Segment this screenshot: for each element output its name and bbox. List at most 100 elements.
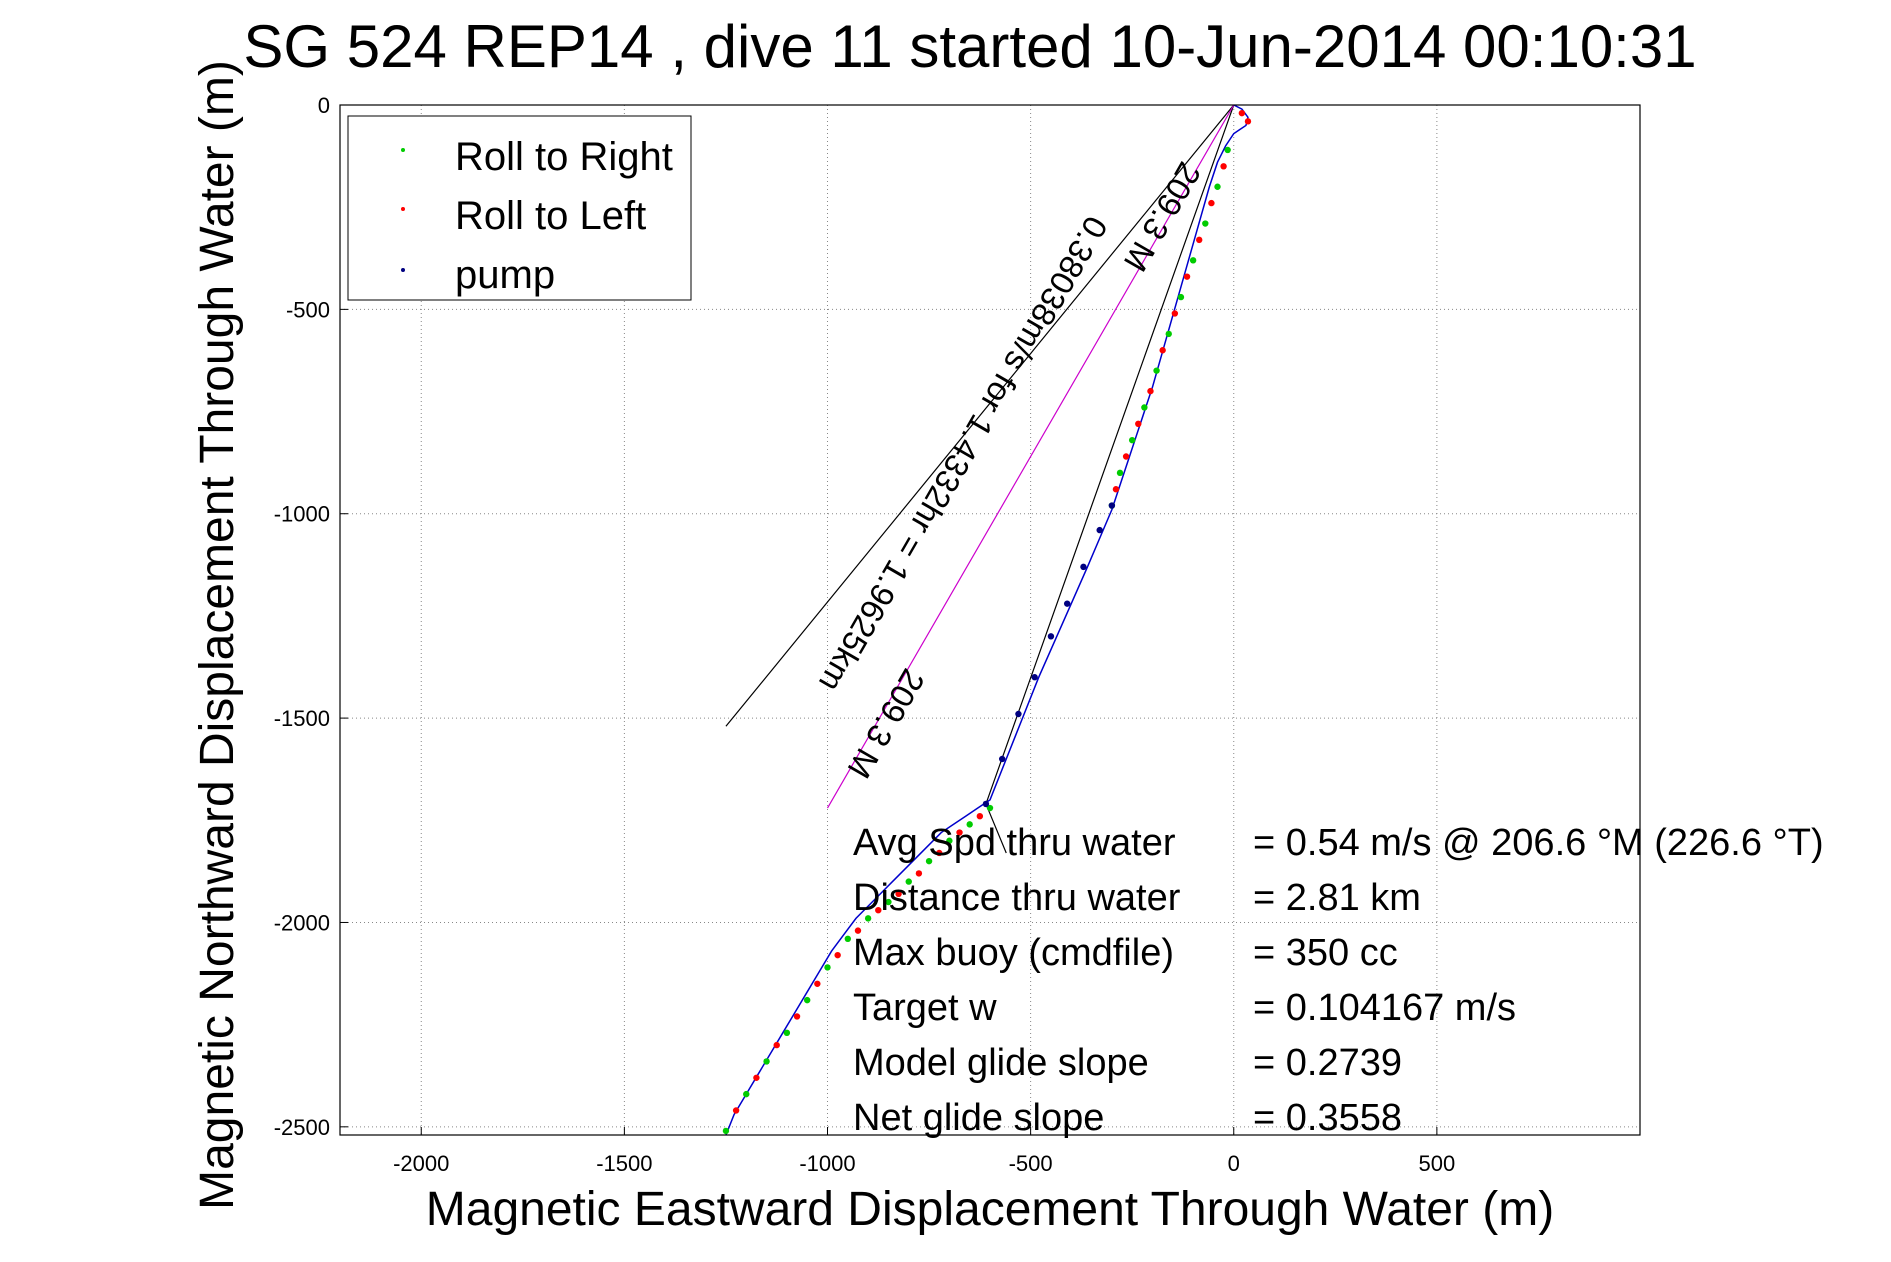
roll-to-left-point [1196,236,1203,244]
roll-to-right-point [844,935,852,943]
stat-value: = 0.54 m/s @ 206.6 °M (226.6 °T) [1253,822,1824,864]
roll-to-right-point [946,837,953,844]
pump-point [1108,502,1116,509]
roll-to-right-point [1214,183,1221,190]
roll-to-left-point [1147,387,1154,395]
roll-to-right-point [1153,367,1160,374]
pump-point [1080,563,1087,571]
dive-stats: Avg Spd thru water = 0.54 m/s @ 206.6 °M… [853,822,1824,1139]
y-tick-label: -1500 [274,706,330,731]
roll-to-left-point [814,980,821,987]
roll-to-left-point [1122,453,1130,460]
glider-track [725,104,1249,1136]
legend-label-roll-right: Roll to Right [455,135,673,179]
x-tick-label: 500 [1419,1151,1456,1176]
legend-marker-roll-left [401,207,405,211]
x-tick-label: -2000 [393,1151,449,1176]
roll-to-right-point [722,1127,730,1135]
roll-to-left-point [834,951,841,959]
roll-to-left-point [895,890,902,898]
x-tick-label: -1500 [596,1151,652,1176]
roll-to-left-point [793,1013,801,1020]
roll-to-right-point [824,964,831,971]
data-points [722,109,1252,1135]
stat-label: Net glide slope [853,1097,1104,1139]
stat-value: = 350 cc [1253,932,1398,974]
reference-line [826,104,1235,809]
reference-line [725,104,1235,727]
x-axis-label: Magnetic Eastward Displacement Through W… [426,1183,1554,1236]
roll-to-right-point [743,1090,750,1098]
stat-value: = 2.81 km [1253,877,1421,919]
y-tick-label: -2500 [274,1115,330,1140]
stat-label: Model glide slope [853,1042,1149,1084]
y-tick-label: -500 [286,297,330,322]
roll-to-left-point [1159,347,1166,354]
roll-to-left-point [1244,118,1252,125]
stat-value: = 0.2739 [1253,1042,1402,1084]
stat-label: Avg Spd thru water [853,822,1176,864]
roll-to-right-point [1202,220,1209,227]
roll-to-left-point [1220,163,1227,170]
roll-to-right-point [1224,146,1231,154]
roll-to-left-point [773,1041,780,1049]
stat-label: Max buoy (cmdfile) [853,932,1174,974]
roll-to-left-point [976,812,984,820]
x-tick-label: -1000 [799,1151,855,1176]
legend-marker-roll-right [401,148,405,152]
track-line [725,104,1249,1136]
roll-to-right-point [1165,330,1172,338]
stat-label: Distance thru water [853,877,1181,919]
legend-label-roll-left: Roll to Left [455,194,646,238]
y-tick-label: -2000 [274,910,330,935]
reference-line [985,803,1007,854]
y-tick-label: -1000 [274,502,330,527]
roll-to-right-point [1141,404,1148,411]
pump-point [1047,633,1055,640]
roll-to-left-point [915,870,923,877]
stat-value: = 0.3558 [1253,1097,1402,1139]
legend: Roll to Right Roll to Left pump [347,115,692,301]
roll-to-right-point [783,1029,791,1037]
pump-point [982,800,990,808]
roll-to-left-point [1135,420,1142,428]
roll-to-left-point [1208,199,1215,207]
y-tick-label: 0 [318,93,330,118]
roll-to-right-point [1177,293,1185,301]
legend-label-pump: pump [455,253,555,297]
stat-label: Target w [853,987,997,1029]
roll-to-left-point [956,829,963,836]
roll-to-left-point [1112,486,1120,493]
roll-to-left-point [1171,310,1179,317]
pump-point [998,755,1006,763]
roll-to-right-point [885,898,892,906]
plot-frame [339,104,1641,1136]
pump-point [1015,710,1022,718]
roll-to-right-point [966,821,973,828]
roll-to-right-point [864,915,872,922]
reference-lines [725,104,1235,854]
x-tick-label: -500 [1009,1151,1053,1176]
pump-point [1096,526,1103,534]
roll-to-left-point [753,1074,760,1081]
roll-to-left-point [1238,109,1246,117]
roll-to-right-point [905,878,912,885]
roll-to-right-point [1189,257,1197,264]
roll-to-right-point [986,804,994,812]
legend-marker-pump [401,268,405,272]
roll-to-left-point [875,906,882,914]
roll-to-left-point [936,849,943,857]
stat-value: = 0.104167 m/s [1253,987,1516,1029]
y-axis-label: Magnetic Northward Displacement Through … [191,60,244,1210]
x-tick-label: 0 [1228,1151,1240,1176]
roll-to-right-point [1116,469,1124,477]
roll-to-right-point [925,857,933,865]
axis-ticks: -2000 -1500 -1000 -500 0 500 0 -500 -1000 -1500 -2… [274,93,1456,1176]
roll-to-left-point [732,1107,740,1114]
roll-to-right-point [763,1058,770,1065]
pump-point [1031,674,1038,681]
pump-point [1063,600,1071,607]
roll-to-right-point [803,996,811,1004]
